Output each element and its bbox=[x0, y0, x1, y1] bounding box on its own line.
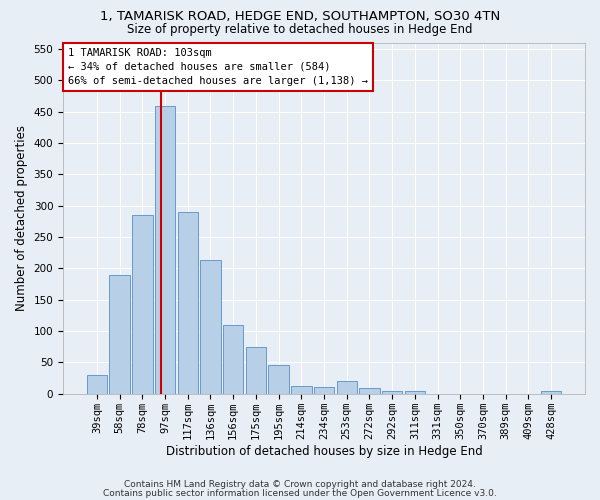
Bar bbox=[223, 325, 244, 394]
Bar bbox=[359, 388, 380, 394]
Text: Size of property relative to detached houses in Hedge End: Size of property relative to detached ho… bbox=[127, 22, 473, 36]
Bar bbox=[337, 380, 357, 394]
Bar bbox=[541, 390, 561, 394]
Bar bbox=[268, 365, 289, 394]
Text: 1, TAMARISK ROAD, HEDGE END, SOUTHAMPTON, SO30 4TN: 1, TAMARISK ROAD, HEDGE END, SOUTHAMPTON… bbox=[100, 10, 500, 23]
Bar bbox=[291, 386, 311, 394]
Bar bbox=[132, 215, 152, 394]
X-axis label: Distribution of detached houses by size in Hedge End: Distribution of detached houses by size … bbox=[166, 444, 482, 458]
Bar bbox=[155, 106, 175, 394]
Text: Contains HM Land Registry data © Crown copyright and database right 2024.: Contains HM Land Registry data © Crown c… bbox=[124, 480, 476, 489]
Bar bbox=[109, 274, 130, 394]
Text: 1 TAMARISK ROAD: 103sqm
← 34% of detached houses are smaller (584)
66% of semi-d: 1 TAMARISK ROAD: 103sqm ← 34% of detache… bbox=[68, 48, 368, 86]
Y-axis label: Number of detached properties: Number of detached properties bbox=[15, 125, 28, 311]
Text: Contains public sector information licensed under the Open Government Licence v3: Contains public sector information licen… bbox=[103, 488, 497, 498]
Bar bbox=[178, 212, 198, 394]
Bar bbox=[382, 390, 403, 394]
Bar bbox=[404, 390, 425, 394]
Bar bbox=[314, 387, 334, 394]
Bar bbox=[245, 348, 266, 394]
Bar bbox=[87, 375, 107, 394]
Bar bbox=[200, 260, 221, 394]
